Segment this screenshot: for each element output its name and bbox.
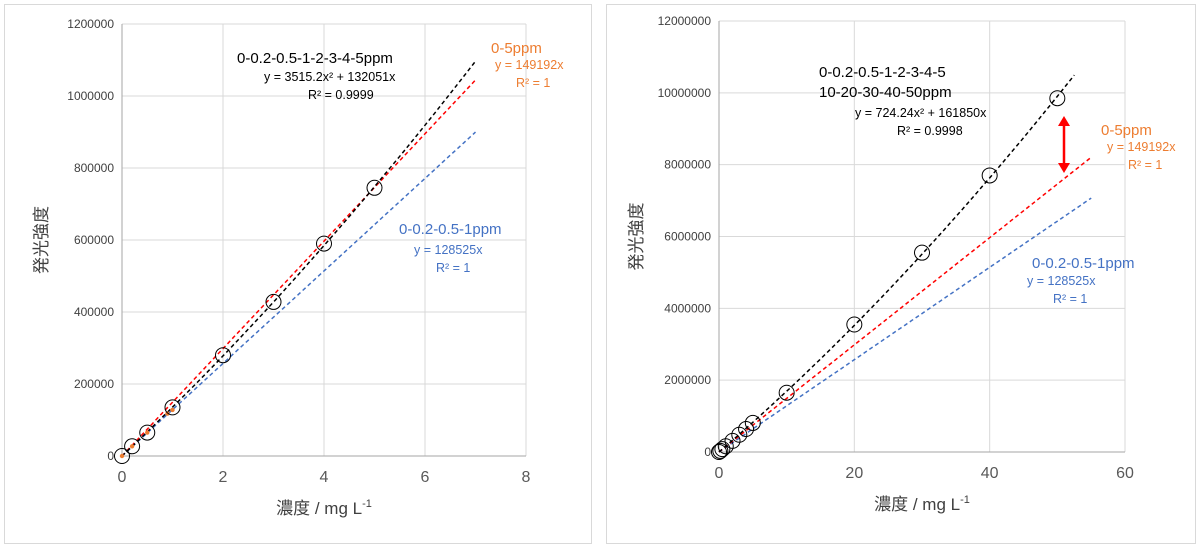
- y-tick-label: 1000000: [67, 89, 114, 103]
- data-point: [744, 414, 761, 431]
- y-tick-label: 4000000: [664, 301, 711, 315]
- trendline-1: [121, 79, 477, 457]
- double-arrow-head-down: [1058, 163, 1070, 173]
- r-squared-label: R² = 1: [1128, 158, 1162, 172]
- chart-panel-right: 0 2000000 4000000 6000000 8000000 10000000 120…: [606, 4, 1196, 544]
- x-tick-label: 8: [522, 469, 531, 486]
- series-name-label: 0-0.2-0.5-1-2-3-4-5ppm: [237, 50, 393, 67]
- data-point-small: [170, 407, 175, 413]
- data-point: [316, 235, 332, 252]
- x-tick-label: 20: [845, 465, 863, 482]
- x-tick-label: 4: [320, 469, 329, 486]
- equation-label: y = 128525x: [1027, 274, 1096, 288]
- series-name-label: 0-5ppm: [1101, 122, 1152, 139]
- y-tick-label: 12000000: [658, 14, 712, 28]
- series-name-label: 0-0.2-0.5-1ppm: [399, 221, 502, 238]
- y-tick-label: 6000000: [664, 230, 711, 244]
- y-axis-label: 発光強度: [32, 206, 51, 274]
- data-point-small: [129, 444, 135, 449]
- equation-label: y = 3515.2x² + 132051x: [264, 70, 396, 84]
- r-squared-label: R² = 1: [436, 261, 470, 275]
- y-tick-label: 200000: [74, 377, 114, 391]
- data-point: [265, 293, 282, 310]
- data-point: [981, 167, 998, 184]
- data-point-small: [119, 453, 125, 459]
- x-axis-label: 濃度 / mg L-1: [874, 494, 970, 514]
- r-squared-label: R² = 1: [1053, 292, 1087, 306]
- chart-right: 0 2000000 4000000 6000000 8000000 10000000 120…: [627, 14, 1176, 514]
- x-axis-label-superscript: -1: [960, 494, 970, 506]
- data-point: [712, 442, 729, 459]
- r-squared-label: R² = 0.9999: [308, 88, 374, 102]
- y-tick-label: 2000000: [664, 373, 711, 387]
- x-axis-label-superscript: -1: [362, 498, 372, 510]
- trendline-2: [718, 197, 1092, 453]
- chart-left: 0 200000 400000 600000 800000 1000000 1200000 0…: [32, 17, 564, 518]
- x-axis-label: 濃度 / mg L-1: [276, 498, 372, 518]
- y-tick-label: 600000: [74, 233, 114, 247]
- y-tick-label: 0: [704, 445, 711, 459]
- data-point: [1049, 90, 1066, 107]
- data-point: [738, 421, 755, 438]
- equation-label: y = 724.24x² + 161850x: [855, 106, 987, 120]
- data-point: [124, 438, 141, 455]
- data-point: [714, 441, 731, 458]
- trendline-0: [121, 60, 477, 457]
- x-tick-label: 40: [981, 465, 999, 482]
- trendline-1: [718, 156, 1092, 453]
- x-tick-label: 6: [421, 469, 430, 486]
- x-tick-label: 2: [219, 469, 228, 486]
- chart-panel-left: 0 200000 400000 600000 800000 1000000 1200000 0…: [4, 4, 592, 544]
- trendline-0: [718, 74, 1075, 453]
- data-point: [846, 316, 863, 333]
- data-point: [139, 424, 156, 441]
- y-tick-label: 400000: [74, 305, 114, 319]
- series-name-label: 0-0.2-0.5-1-2-3-4-5: [819, 64, 946, 81]
- equation-label: y = 149192x: [495, 58, 564, 72]
- data-point: [724, 432, 741, 449]
- data-point: [164, 399, 181, 416]
- x-tick-label: 0: [715, 465, 724, 482]
- y-tick-label: 800000: [74, 161, 114, 175]
- x-tick-label: 60: [1116, 465, 1134, 482]
- y-axis-label: 発光強度: [627, 203, 646, 271]
- y-tick-label: 8000000: [664, 158, 711, 172]
- data-point: [215, 347, 231, 364]
- y-tick-label: 1200000: [67, 17, 114, 31]
- trendline-2: [121, 131, 477, 457]
- series-name-label: 10-20-30-40-50ppm: [819, 84, 952, 101]
- data-point: [778, 384, 795, 401]
- data-point: [914, 244, 930, 261]
- r-squared-label: R² = 0.9998: [897, 124, 963, 138]
- y-tick-label: 10000000: [658, 86, 712, 100]
- series-name-label: 0-0.2-0.5-1ppm: [1032, 255, 1135, 272]
- y-tick-label: 0: [107, 449, 114, 463]
- double-arrow-head-up: [1058, 116, 1070, 126]
- x-tick-label: 0: [118, 469, 127, 486]
- equation-label: y = 149192x: [1107, 140, 1176, 154]
- series-name-label: 0-5ppm: [491, 40, 542, 57]
- equation-label: y = 128525x: [414, 243, 483, 257]
- data-point: [711, 444, 727, 460]
- r-squared-label: R² = 1: [516, 76, 550, 90]
- data-point: [366, 179, 383, 196]
- data-point: [114, 448, 130, 464]
- data-point: [731, 426, 748, 443]
- data-point-small: [145, 430, 150, 435]
